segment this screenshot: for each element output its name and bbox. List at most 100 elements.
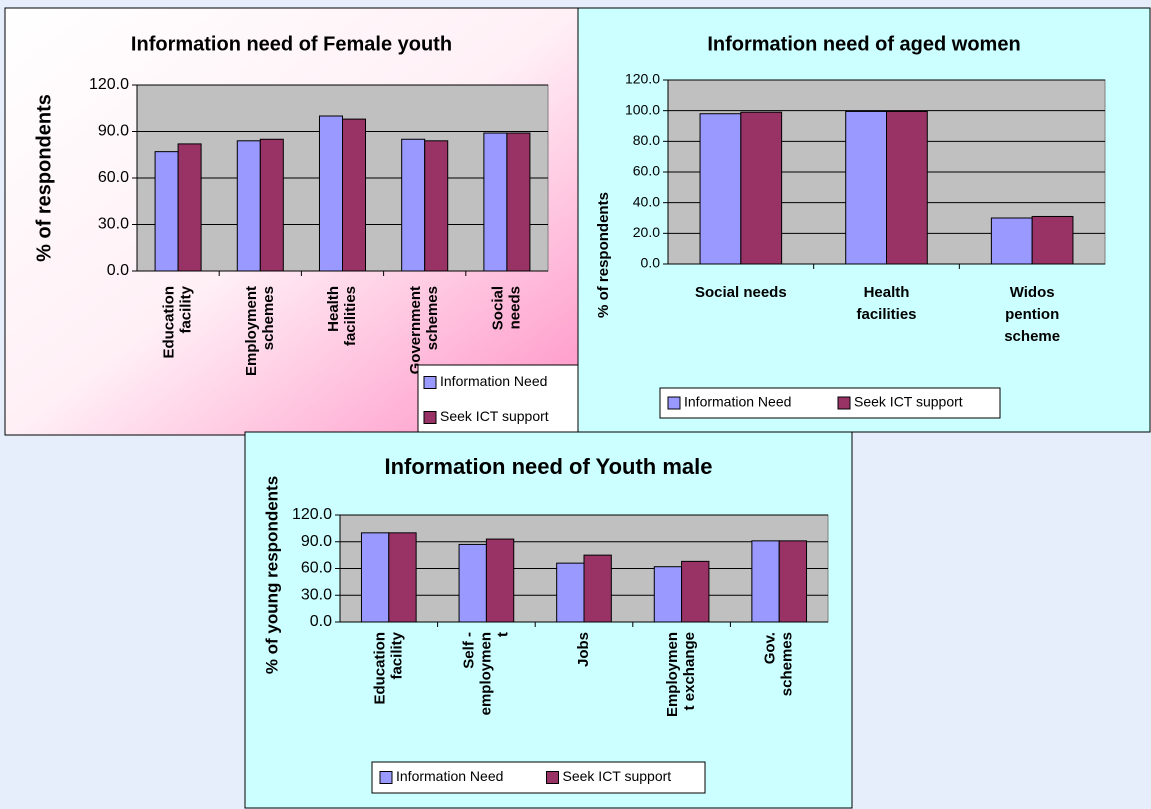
text-line: Health [325, 286, 342, 332]
legend-box [417, 364, 579, 436]
text-line: Widos [1010, 284, 1055, 301]
bar [318, 115, 344, 272]
bar [424, 140, 449, 272]
y-tick-label: 90.0 [301, 533, 332, 550]
x-tick-label: Health facilities [856, 284, 916, 323]
y-tick-label: 90.0 [98, 123, 129, 140]
x-tick-label: Widos pention scheme [1004, 284, 1060, 345]
bar [154, 151, 179, 272]
bar [778, 540, 808, 623]
text-line: pention [1005, 306, 1059, 323]
bar [653, 566, 683, 623]
text-line: facilities [856, 306, 916, 323]
legend-label: Seek ICT support [440, 408, 549, 424]
bar [740, 111, 783, 265]
x-tick-label: Social needs [695, 284, 787, 301]
legend-box [659, 387, 1001, 419]
legend-swatch [667, 396, 681, 410]
y-tick-label: 60.0 [633, 163, 660, 179]
y-tick-label: 60.0 [301, 560, 332, 577]
x-tick-label: Educationfacility [161, 285, 195, 358]
legend-swatch [546, 771, 559, 784]
text-line: schemes [260, 286, 277, 350]
text-line: Self - [460, 632, 477, 669]
legend-swatch [379, 771, 393, 784]
legend-label: Information Need [396, 768, 503, 784]
chart-title: Information need of Female youth [131, 33, 452, 55]
bar [583, 554, 612, 623]
chart: Information need of aged women 0.0 20.0 40.… [577, 7, 1151, 433]
text-line: facilities [342, 286, 359, 346]
text-line: Employmen [664, 632, 681, 717]
text-line: facility [388, 631, 405, 679]
legend-label: Information Need [440, 373, 547, 389]
x-tick-label: Healthfacilities [325, 286, 359, 346]
x-tick-label: Jobs [575, 632, 592, 667]
x-tick-label: Employment exchange [664, 632, 698, 717]
bar [401, 138, 426, 272]
x-tick-label: Governmentschemes [407, 286, 441, 374]
text-line: Government [407, 286, 424, 374]
text-line: Health [864, 284, 910, 301]
bar [699, 113, 742, 265]
text-line: Social [489, 286, 506, 330]
text-line: Education [371, 632, 388, 705]
bar [886, 110, 928, 265]
bar [177, 143, 202, 272]
chart-title: Information need of aged women [707, 33, 1020, 55]
y-tick-label: 80.0 [633, 132, 660, 148]
y-tick-label: 0.0 [107, 262, 129, 279]
y-tick-label: 0.0 [641, 255, 661, 271]
bar [1031, 215, 1074, 265]
chart: Information need of Youth male 0.0 30.0 60.… [244, 431, 853, 809]
y-tick-label: 0.0 [310, 613, 332, 630]
bar [681, 560, 710, 623]
bar [506, 132, 531, 272]
text-line: schemes [424, 286, 441, 350]
legend-label: Seek ICT support [563, 768, 672, 784]
x-tick-label: Self -employment [460, 632, 511, 715]
bar [236, 140, 261, 272]
legend-swatch [423, 376, 437, 389]
x-tick-label: Socialneeds [489, 286, 523, 330]
legend-swatch [423, 411, 437, 424]
bar [388, 532, 417, 623]
legend-box [371, 761, 706, 794]
text-line: needs [506, 286, 523, 329]
bar [990, 217, 1033, 265]
bar [342, 118, 367, 272]
y-axis-label: % of respondents [595, 192, 612, 318]
text-line: Employment [243, 286, 260, 376]
y-tick-label: 20.0 [633, 224, 660, 240]
legend-swatch [837, 396, 851, 410]
legend-label: Seek ICT support [854, 394, 963, 410]
bar [458, 543, 487, 623]
x-tick-label: Gov.schemes [762, 632, 796, 696]
text-line: t [494, 632, 511, 637]
y-axis-label: % of respondents [33, 94, 55, 262]
text-line: employmen [477, 632, 494, 715]
text-line: scheme [1004, 328, 1060, 345]
chart: Information need of Female youth 0.0 30.0 6… [4, 7, 579, 436]
text-line: schemes [779, 632, 796, 696]
text-line: t exchange [681, 632, 698, 710]
bar [259, 138, 284, 272]
bar [751, 540, 780, 623]
y-tick-label: 60.0 [98, 169, 129, 186]
text-line: facility [178, 285, 195, 333]
y-tick-label: 120.0 [625, 71, 660, 87]
chart-title: Information need of Youth male [385, 454, 713, 479]
x-tick-label: Educationfacility [371, 631, 405, 704]
bar [845, 110, 887, 265]
legend-label: Information Need [684, 394, 791, 410]
bar [360, 532, 390, 623]
text-line: Education [161, 286, 178, 359]
bar [485, 538, 515, 623]
text-line: Gov. [762, 632, 779, 664]
y-tick-label: 40.0 [633, 193, 660, 209]
bar [483, 132, 508, 272]
bar [556, 562, 585, 623]
x-tick-label: Employmentschemes [243, 286, 277, 376]
y-axis-label: % of young respondents [262, 476, 281, 674]
